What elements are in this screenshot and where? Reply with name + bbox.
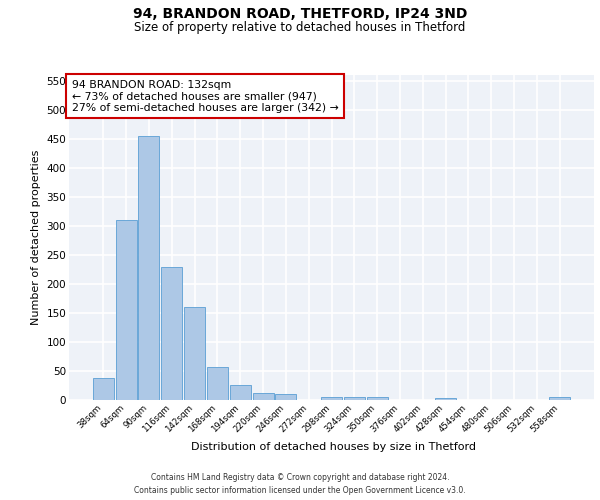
Bar: [344, 397, 365, 400]
Bar: [275, 394, 296, 400]
Text: Size of property relative to detached houses in Thetford: Size of property relative to detached ho…: [134, 21, 466, 34]
Text: 94, BRANDON ROAD, THETFORD, IP24 3ND: 94, BRANDON ROAD, THETFORD, IP24 3ND: [133, 8, 467, 22]
Text: 94 BRANDON ROAD: 132sqm
← 73% of detached houses are smaller (947)
27% of semi-d: 94 BRANDON ROAD: 132sqm ← 73% of detache…: [71, 80, 338, 113]
Bar: [367, 397, 388, 400]
Bar: [139, 136, 160, 400]
Bar: [230, 386, 251, 400]
Bar: [184, 307, 205, 400]
Y-axis label: Number of detached properties: Number of detached properties: [31, 150, 41, 325]
Text: Distribution of detached houses by size in Thetford: Distribution of detached houses by size …: [191, 442, 476, 452]
Bar: [207, 367, 228, 400]
Bar: [116, 220, 137, 400]
Bar: [161, 266, 182, 400]
Bar: [253, 393, 274, 400]
Bar: [321, 397, 342, 400]
Bar: [93, 378, 114, 400]
Bar: [435, 398, 456, 400]
Text: Contains HM Land Registry data © Crown copyright and database right 2024.
Contai: Contains HM Land Registry data © Crown c…: [134, 474, 466, 495]
Bar: [549, 397, 570, 400]
